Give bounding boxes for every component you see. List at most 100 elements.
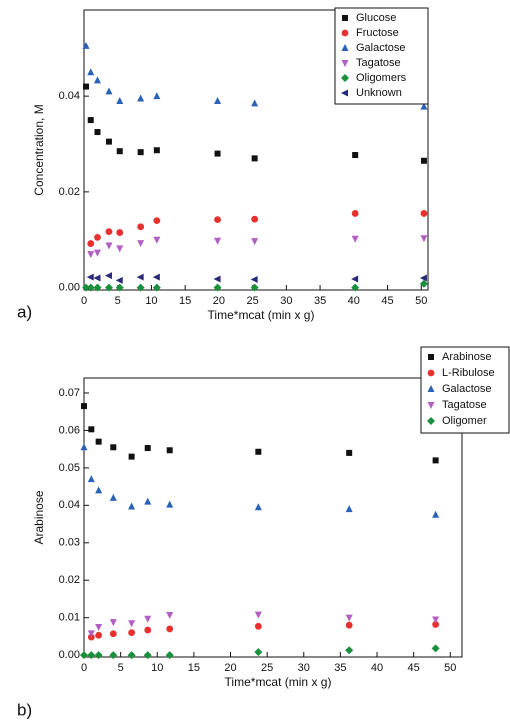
- x-tick-label: 15: [179, 295, 191, 307]
- x-axis-title: Time*mcat (min x g): [225, 675, 332, 689]
- data-point: [137, 94, 145, 102]
- x-tick-label: 30: [298, 662, 310, 674]
- data-point: [214, 237, 222, 245]
- legend-marker: [342, 15, 348, 21]
- y-tick-label: 0.07: [59, 387, 80, 399]
- data-point: [166, 447, 173, 454]
- data-point: [87, 117, 94, 124]
- data-point: [251, 99, 259, 107]
- data-point: [109, 651, 118, 660]
- data-point: [137, 240, 145, 248]
- data-point: [166, 500, 174, 508]
- data-point: [87, 630, 95, 638]
- data-point: [153, 236, 161, 244]
- legend-label: Galactose: [356, 42, 406, 54]
- data-point: [116, 245, 124, 253]
- panel-label: b): [17, 700, 32, 719]
- data-point: [419, 279, 428, 288]
- data-point: [86, 273, 94, 281]
- y-tick-label: 0.00: [59, 282, 80, 294]
- data-point: [143, 651, 152, 660]
- data-point: [80, 443, 88, 451]
- data-point: [87, 475, 95, 483]
- data-point: [104, 283, 113, 292]
- data-point: [109, 493, 117, 501]
- data-point: [115, 283, 124, 292]
- data-point: [81, 403, 87, 410]
- x-tick-label: 25: [247, 295, 259, 307]
- data-point: [128, 502, 136, 510]
- data-point: [166, 625, 174, 633]
- data-point: [105, 242, 113, 250]
- data-point: [94, 129, 101, 136]
- legend-label: L-Ribulose: [442, 367, 495, 379]
- data-point: [144, 445, 151, 452]
- data-point: [127, 651, 136, 660]
- data-point: [213, 275, 221, 283]
- data-point: [420, 102, 428, 110]
- data-point: [251, 215, 259, 223]
- x-tick-label: 30: [280, 295, 292, 307]
- data-point: [105, 138, 112, 145]
- x-tick-label: 40: [348, 295, 360, 307]
- legend-label: Galactose: [442, 383, 492, 395]
- data-point: [254, 648, 263, 657]
- data-point: [94, 651, 103, 660]
- data-point: [254, 611, 262, 619]
- plot-frame: [83, 377, 463, 658]
- x-tick-label: 15: [188, 662, 200, 674]
- data-point: [345, 505, 353, 513]
- y-tick-label: 0.04: [59, 90, 80, 102]
- data-point: [137, 149, 144, 156]
- data-point: [345, 614, 353, 622]
- data-point: [93, 76, 101, 84]
- x-tick-label: 35: [314, 295, 326, 307]
- data-point: [95, 438, 102, 445]
- y-axis-title: Concentration, M: [32, 104, 46, 195]
- data-point: [88, 426, 95, 433]
- data-point: [420, 210, 428, 217]
- data-point: [345, 621, 353, 629]
- data-point: [432, 621, 440, 628]
- legend-label: Glucose: [356, 12, 396, 24]
- legend-marker: [341, 74, 349, 82]
- data-point: [351, 283, 360, 292]
- data-point: [82, 41, 90, 49]
- x-tick-label: 45: [408, 662, 420, 674]
- data-point: [80, 651, 88, 660]
- panel-label: a): [17, 302, 32, 321]
- data-point: [93, 249, 101, 257]
- data-point: [128, 453, 135, 460]
- data-point: [128, 629, 136, 637]
- data-point: [95, 631, 103, 639]
- data-point: [432, 510, 440, 518]
- legend-marker: [341, 44, 349, 51]
- data-point: [419, 274, 427, 282]
- data-point: [351, 210, 359, 217]
- data-point: [128, 620, 136, 628]
- x-tick-label: 50: [444, 662, 456, 674]
- data-point: [144, 626, 152, 634]
- data-point: [137, 223, 145, 231]
- data-point: [346, 449, 353, 456]
- data-point: [116, 96, 124, 104]
- legend-marker: [427, 402, 435, 409]
- data-point: [109, 630, 117, 638]
- data-point: [345, 646, 354, 655]
- data-point: [93, 274, 101, 282]
- legend-marker: [427, 417, 435, 425]
- data-point: [94, 233, 101, 241]
- data-point: [166, 612, 174, 620]
- legend-label: Tagatose: [442, 399, 487, 411]
- data-point: [95, 624, 103, 632]
- data-point: [144, 615, 152, 623]
- x-tick-label: 40: [371, 662, 383, 674]
- data-point: [214, 96, 222, 104]
- data-point: [87, 68, 95, 76]
- data-point: [420, 157, 427, 164]
- y-tick-label: 0.01: [59, 612, 80, 624]
- x-tick-label: 45: [381, 295, 393, 307]
- x-tick-label: 0: [81, 295, 87, 307]
- y-axis-title: Arabinose: [32, 490, 46, 544]
- legend-marker: [427, 369, 435, 377]
